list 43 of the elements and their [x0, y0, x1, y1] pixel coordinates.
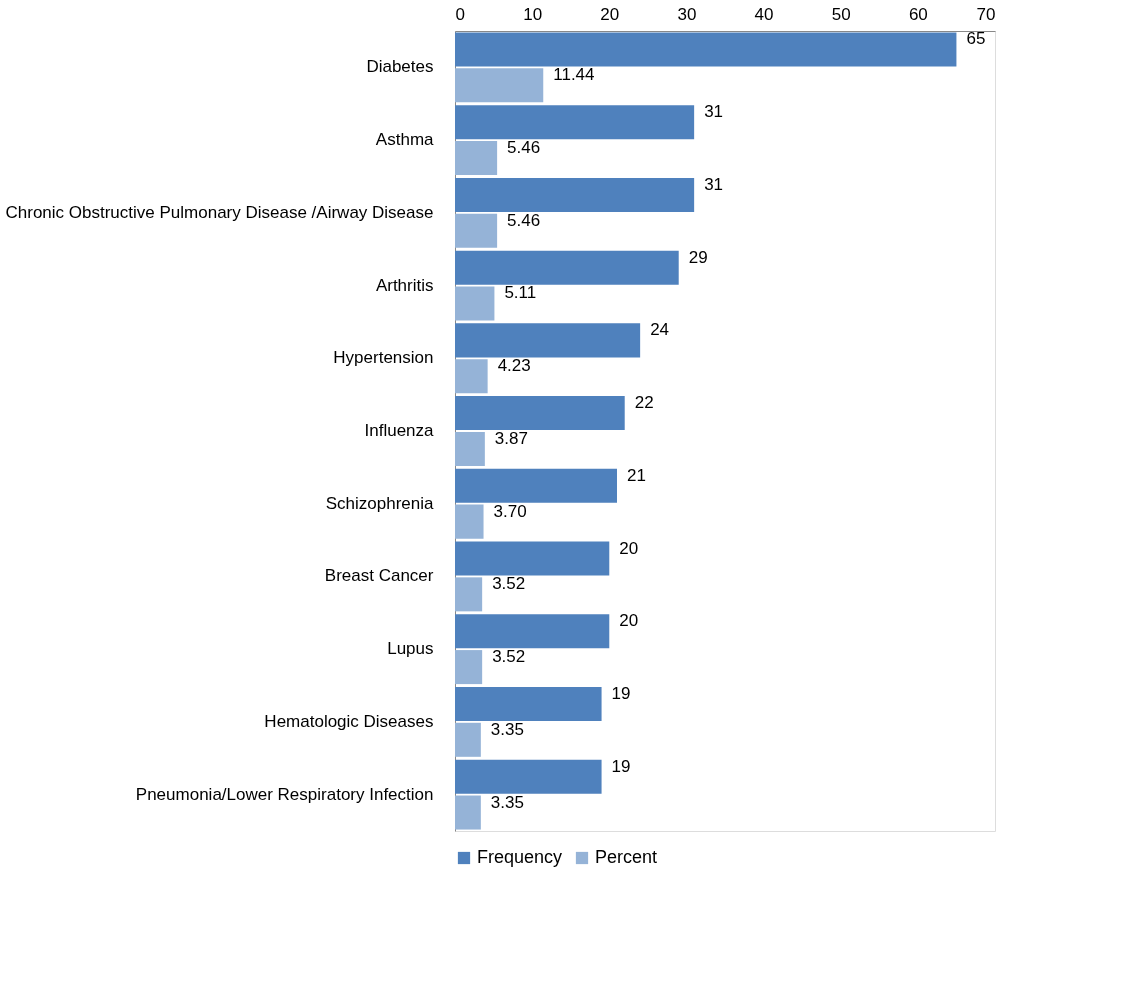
data-label: 22 [634, 393, 654, 413]
y-tick-label: Hypertension [333, 348, 434, 368]
data-label: 31 [704, 102, 724, 122]
data-label: 21 [627, 465, 646, 485]
data-label: 65 [966, 29, 986, 49]
data-label: 31 [704, 174, 724, 194]
data-label: 19 [611, 756, 631, 776]
data-label: 4.23 [497, 356, 531, 376]
data-label: 5.46 [507, 210, 541, 230]
data-label: 3.52 [492, 574, 526, 594]
legend-label: Frequency [477, 847, 563, 867]
data-label: 3.52 [492, 647, 526, 667]
y-tick-label: Asthma [375, 130, 435, 150]
data-label: 20 [619, 538, 639, 558]
x-tick-label: 60 [908, 4, 928, 24]
y-tick-label: Schizophrenia [325, 493, 435, 513]
y-tick-label: Breast Cancer [324, 566, 434, 586]
x-tick-label: 40 [754, 4, 774, 24]
data-label: 19 [611, 684, 631, 704]
y-tick-label: Influenza [364, 421, 435, 440]
x-tick-label: 20 [600, 4, 620, 24]
data-label: 3.87 [494, 428, 528, 448]
y-tick-label: Lupus [387, 639, 434, 659]
x-tick-label: 70 [976, 4, 996, 24]
data-label: 3.35 [490, 719, 524, 739]
y-tick-label: Diabetes [366, 57, 434, 77]
legend-label: Percent [595, 847, 658, 867]
x-tick-label: 50 [831, 4, 851, 24]
x-tick-label: 10 [523, 4, 543, 24]
data-label: 3.70 [493, 501, 527, 521]
data-label: 5.11 [504, 283, 537, 303]
y-tick-label: Arthritis [375, 275, 434, 295]
y-tick-label: Chronic Obstructive Pulmonary Disease /Airway Disease [5, 202, 434, 222]
data-label: 29 [688, 247, 708, 267]
data-label: 3.35 [490, 792, 524, 812]
x-tick-label: 0 [455, 4, 465, 24]
x-tick-label: 30 [677, 4, 697, 24]
data-label: 20 [619, 611, 639, 631]
y-tick-label: Pneumonia/Lower Respiratory Infection [135, 784, 434, 804]
data-label: 5.46 [507, 137, 541, 157]
y-tick-label: Hematologic Diseases [264, 711, 434, 731]
data-label: 11.44 [553, 65, 595, 85]
data-label: 24 [650, 320, 670, 340]
